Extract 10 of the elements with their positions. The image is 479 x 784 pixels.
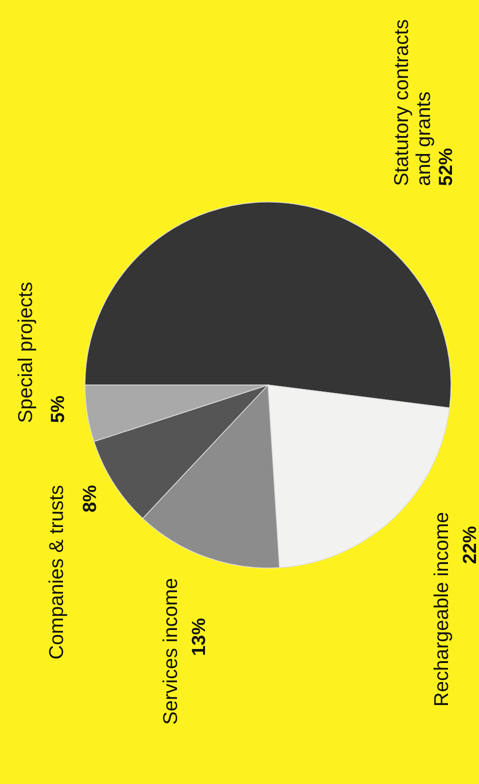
slice-label: Rechargeable income — [431, 512, 453, 707]
data-label: 5% — [48, 395, 69, 423]
slice-label: Special projects — [15, 282, 37, 423]
slice-label: Companies & trusts — [46, 485, 68, 660]
slice-label: Statutory contracts and grants — [391, 19, 435, 186]
data-label: 22% — [460, 526, 479, 564]
data-label: 8% — [80, 484, 101, 512]
data-label: 52% — [436, 148, 457, 186]
slice-label: Services income — [160, 578, 182, 725]
data-label: 13% — [189, 618, 210, 656]
